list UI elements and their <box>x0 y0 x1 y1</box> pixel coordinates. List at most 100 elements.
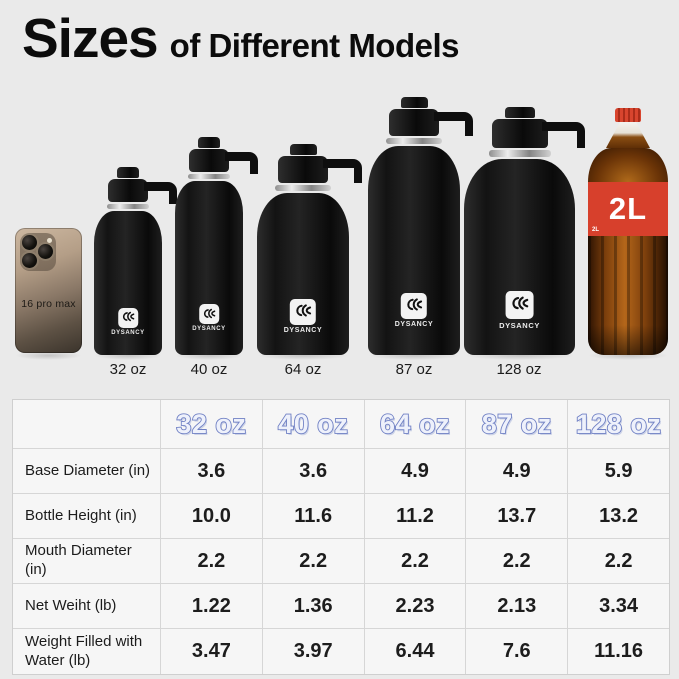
table-value: 3.34 <box>568 584 669 628</box>
ground-shadow <box>94 351 162 360</box>
bottle-steel-ring <box>386 138 442 144</box>
title-secondary: of Different Models <box>169 27 460 64</box>
ground-shadow <box>15 351 82 360</box>
column-header-128oz: 128 oz <box>568 400 669 448</box>
table-value: 2.2 <box>568 539 669 583</box>
column-header-40oz: 40 oz <box>262 400 364 448</box>
size-caption-87oz: 87 oz <box>395 361 433 378</box>
bottle-40oz: DYSANCY <box>175 137 258 355</box>
bottle-cap <box>389 109 473 137</box>
brand-name: DYSANCY <box>192 326 226 333</box>
table-value: 11.2 <box>364 494 466 538</box>
table-value: 2.2 <box>466 539 568 583</box>
row-label-base-diameter: Base Diameter (in) <box>13 449 160 493</box>
title-primary: Sizes <box>22 7 159 69</box>
cola-cap <box>615 108 641 122</box>
table-value: 5.9 <box>568 449 669 493</box>
dysancy-logo-icon <box>401 292 427 319</box>
row-label-net-weight: Net Weiht (lb) <box>13 584 160 628</box>
column-header-64oz: 64 oz <box>364 400 466 448</box>
brand-name: DYSANCY <box>499 320 540 330</box>
table-value: 2.2 <box>262 539 364 583</box>
bottle-body: DYSANCY <box>175 181 243 355</box>
table-value: 2.2 <box>364 539 466 583</box>
row-label-bottle-height: Bottle Height (in) <box>13 494 160 538</box>
cola-body <box>588 236 668 355</box>
table-value: 3.6 <box>262 449 364 493</box>
size-caption-128oz: 128 oz <box>496 361 542 378</box>
table-value: 3.47 <box>161 629 262 674</box>
size-spec-table: 32 oz 40 oz 64 oz 87 oz 128 oz Base Diam… <box>12 399 670 675</box>
cola-2l-bottle: 2L 2L <box>588 108 668 355</box>
table-value: 11.16 <box>568 629 669 674</box>
bottle-steel-ring <box>188 174 230 179</box>
bottle-steel-ring <box>107 204 149 209</box>
dysancy-logo-icon <box>117 308 138 329</box>
table-value: 2.13 <box>466 584 568 628</box>
brand-logo: DYSANCY <box>394 292 434 328</box>
table-value: 1.36 <box>262 584 364 628</box>
cola-volume-label: 2L <box>608 191 648 226</box>
row-label-weight-filled: Weight Filled with Water (lb) <box>13 629 160 674</box>
bottle-body: DYSANCY <box>464 159 575 355</box>
bottle-128oz: DYSANCY <box>464 107 585 355</box>
table-value: 4.9 <box>364 449 466 493</box>
row-label-mouth-diameter: Mouth Diameter (in) <box>13 539 160 583</box>
table-value: 2.23 <box>364 584 466 628</box>
dysancy-logo-icon <box>290 298 316 325</box>
bottle-cap <box>189 149 258 174</box>
cola-neck <box>606 122 650 148</box>
bottle-cap-knob <box>289 144 317 155</box>
camera-lens-icon <box>22 253 37 268</box>
table-value: 4.9 <box>466 449 568 493</box>
camera-flash-icon <box>47 238 52 243</box>
page-title: Sizes of Different Models <box>22 6 460 70</box>
bottle-steel-ring <box>275 185 331 191</box>
table-value: 3.97 <box>262 629 364 674</box>
bottle-cap-knob <box>400 97 428 108</box>
brand-logo: DYSANCY <box>192 304 226 332</box>
bottle-cap <box>491 119 585 148</box>
ground-shadow <box>257 351 349 360</box>
size-caption-40oz: 40 oz <box>190 361 228 378</box>
bottle-body: DYSANCY <box>257 193 349 355</box>
table-value: 6.44 <box>364 629 466 674</box>
brand-logo: DYSANCY <box>499 290 540 330</box>
camera-lens-icon <box>22 235 37 250</box>
table-value: 11.6 <box>262 494 364 538</box>
bottle-87oz: DYSANCY <box>368 97 473 355</box>
bottle-body: DYSANCY <box>94 211 162 355</box>
table-value: 13.7 <box>466 494 568 538</box>
brand-name: DYSANCY <box>394 320 434 328</box>
iphone-16-pro-max: 16 pro max <box>15 228 82 353</box>
size-caption-64oz: 64 oz <box>284 361 322 378</box>
cola-label: 2L 2L <box>588 182 668 236</box>
table-corner-cell <box>13 400 160 448</box>
brand-name: DYSANCY <box>283 326 323 334</box>
bottle-32oz: DYSANCY <box>94 167 177 355</box>
table-value: 2.2 <box>161 539 262 583</box>
cola-shoulder <box>588 148 668 182</box>
column-header-87oz: 87 oz <box>466 400 568 448</box>
bottle-body: DYSANCY <box>368 146 460 355</box>
column-header-32oz: 32 oz <box>161 400 262 448</box>
ground-shadow <box>368 351 460 360</box>
bottle-64oz: DYSANCY <box>257 144 362 355</box>
dysancy-logo-icon <box>505 290 534 319</box>
cola-volume-label-small: 2L <box>592 227 600 233</box>
bottle-steel-ring <box>488 150 551 157</box>
table-value: 7.6 <box>466 629 568 674</box>
camera-lens-icon <box>38 244 53 259</box>
dysancy-logo-icon <box>198 304 219 325</box>
bottle-cap <box>278 156 362 184</box>
phone-camera-module <box>20 233 56 271</box>
ground-shadow <box>175 351 243 360</box>
table-value: 3.6 <box>161 449 262 493</box>
bottle-cap-knob <box>198 137 220 148</box>
brand-name: DYSANCY <box>111 330 145 337</box>
ground-shadow <box>464 351 575 360</box>
table-value: 13.2 <box>568 494 669 538</box>
brand-logo: DYSANCY <box>283 298 323 334</box>
table-value: 10.0 <box>161 494 262 538</box>
